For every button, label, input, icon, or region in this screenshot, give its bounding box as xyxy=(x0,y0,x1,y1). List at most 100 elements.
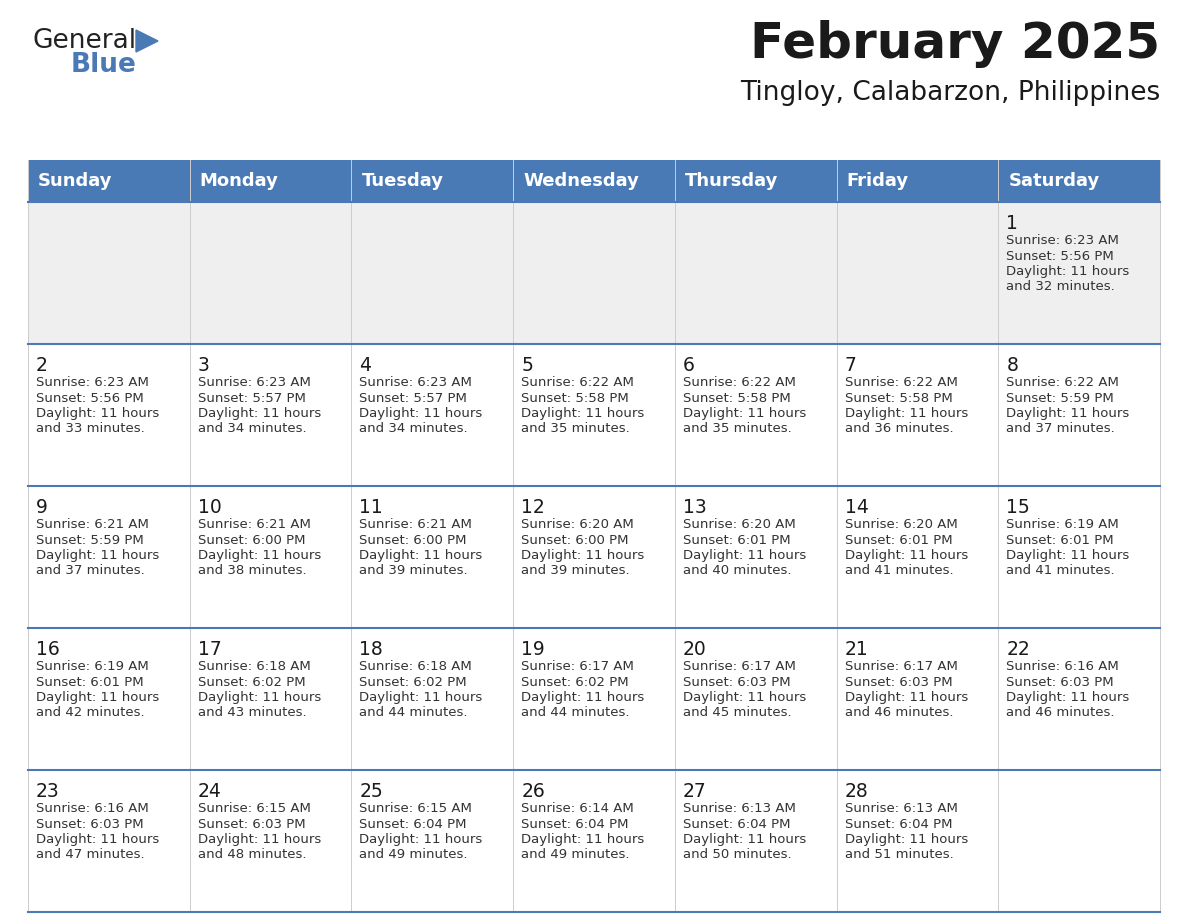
Text: Sunrise: 6:13 AM: Sunrise: 6:13 AM xyxy=(845,802,958,815)
Text: 20: 20 xyxy=(683,640,707,659)
Text: and 39 minutes.: and 39 minutes. xyxy=(360,565,468,577)
Text: Sunset: 5:57 PM: Sunset: 5:57 PM xyxy=(360,391,467,405)
Text: Sunrise: 6:17 AM: Sunrise: 6:17 AM xyxy=(522,660,634,673)
Text: and 33 minutes.: and 33 minutes. xyxy=(36,422,145,435)
Text: 9: 9 xyxy=(36,498,48,517)
Text: and 46 minutes.: and 46 minutes. xyxy=(1006,707,1114,720)
Text: Daylight: 11 hours: Daylight: 11 hours xyxy=(683,833,807,846)
Text: 2: 2 xyxy=(36,356,48,375)
Text: 16: 16 xyxy=(36,640,59,659)
Text: Sunrise: 6:22 AM: Sunrise: 6:22 AM xyxy=(683,376,796,389)
Bar xyxy=(29,202,1159,344)
Text: 8: 8 xyxy=(1006,356,1018,375)
Text: 14: 14 xyxy=(845,498,868,517)
Text: Sunrise: 6:17 AM: Sunrise: 6:17 AM xyxy=(845,660,958,673)
Text: and 44 minutes.: and 44 minutes. xyxy=(360,707,468,720)
Text: and 35 minutes.: and 35 minutes. xyxy=(522,422,630,435)
Text: 12: 12 xyxy=(522,498,545,517)
Text: and 38 minutes.: and 38 minutes. xyxy=(197,565,307,577)
Text: 13: 13 xyxy=(683,498,707,517)
Text: and 43 minutes.: and 43 minutes. xyxy=(197,707,307,720)
Text: Daylight: 11 hours: Daylight: 11 hours xyxy=(197,407,321,420)
Bar xyxy=(190,160,352,202)
Text: Sunrise: 6:20 AM: Sunrise: 6:20 AM xyxy=(683,518,796,531)
Text: Sunrise: 6:21 AM: Sunrise: 6:21 AM xyxy=(197,518,310,531)
Bar xyxy=(675,160,836,202)
Text: Sunrise: 6:17 AM: Sunrise: 6:17 AM xyxy=(683,660,796,673)
Text: Sunset: 6:04 PM: Sunset: 6:04 PM xyxy=(360,818,467,831)
Text: Sunset: 6:01 PM: Sunset: 6:01 PM xyxy=(1006,533,1114,546)
Text: Sunset: 6:03 PM: Sunset: 6:03 PM xyxy=(1006,676,1114,688)
Text: Daylight: 11 hours: Daylight: 11 hours xyxy=(683,549,807,562)
Text: Sunrise: 6:23 AM: Sunrise: 6:23 AM xyxy=(1006,234,1119,247)
Text: 17: 17 xyxy=(197,640,221,659)
Text: 25: 25 xyxy=(360,782,384,801)
Polygon shape xyxy=(135,30,158,52)
Text: Sunset: 6:04 PM: Sunset: 6:04 PM xyxy=(522,818,628,831)
Bar xyxy=(29,344,1159,486)
Text: and 37 minutes.: and 37 minutes. xyxy=(1006,422,1116,435)
Text: Sunrise: 6:22 AM: Sunrise: 6:22 AM xyxy=(1006,376,1119,389)
Text: Friday: Friday xyxy=(847,172,909,190)
Text: Sunrise: 6:23 AM: Sunrise: 6:23 AM xyxy=(36,376,148,389)
Text: Blue: Blue xyxy=(71,52,137,78)
Text: Daylight: 11 hours: Daylight: 11 hours xyxy=(1006,549,1130,562)
Text: Sunset: 6:00 PM: Sunset: 6:00 PM xyxy=(360,533,467,546)
Text: Sunrise: 6:21 AM: Sunrise: 6:21 AM xyxy=(360,518,473,531)
Text: Daylight: 11 hours: Daylight: 11 hours xyxy=(197,833,321,846)
Text: and 34 minutes.: and 34 minutes. xyxy=(360,422,468,435)
Text: Sunset: 5:58 PM: Sunset: 5:58 PM xyxy=(845,391,953,405)
Text: February 2025: February 2025 xyxy=(750,20,1159,68)
Text: 21: 21 xyxy=(845,640,868,659)
Text: Sunrise: 6:19 AM: Sunrise: 6:19 AM xyxy=(1006,518,1119,531)
Text: Sunset: 6:04 PM: Sunset: 6:04 PM xyxy=(683,818,790,831)
Text: 23: 23 xyxy=(36,782,59,801)
Bar xyxy=(29,160,190,202)
Text: Sunrise: 6:16 AM: Sunrise: 6:16 AM xyxy=(1006,660,1119,673)
Text: Daylight: 11 hours: Daylight: 11 hours xyxy=(360,833,482,846)
Text: Sunset: 6:01 PM: Sunset: 6:01 PM xyxy=(36,676,144,688)
Text: and 34 minutes.: and 34 minutes. xyxy=(197,422,307,435)
Text: 15: 15 xyxy=(1006,498,1030,517)
Text: Sunrise: 6:18 AM: Sunrise: 6:18 AM xyxy=(197,660,310,673)
Text: and 32 minutes.: and 32 minutes. xyxy=(1006,281,1116,294)
Text: and 49 minutes.: and 49 minutes. xyxy=(360,848,468,861)
Text: Sunset: 6:02 PM: Sunset: 6:02 PM xyxy=(522,676,628,688)
Bar xyxy=(513,160,675,202)
Text: Sunset: 5:57 PM: Sunset: 5:57 PM xyxy=(197,391,305,405)
Text: 18: 18 xyxy=(360,640,384,659)
Text: 28: 28 xyxy=(845,782,868,801)
Text: Daylight: 11 hours: Daylight: 11 hours xyxy=(360,549,482,562)
Text: Daylight: 11 hours: Daylight: 11 hours xyxy=(845,407,968,420)
Text: Sunset: 5:59 PM: Sunset: 5:59 PM xyxy=(36,533,144,546)
Text: 11: 11 xyxy=(360,498,384,517)
Text: and 41 minutes.: and 41 minutes. xyxy=(845,565,953,577)
Text: 1: 1 xyxy=(1006,214,1018,233)
Bar xyxy=(29,628,1159,770)
Text: Sunset: 6:03 PM: Sunset: 6:03 PM xyxy=(197,818,305,831)
Text: Sunset: 6:02 PM: Sunset: 6:02 PM xyxy=(197,676,305,688)
Text: Sunday: Sunday xyxy=(38,172,113,190)
Text: Daylight: 11 hours: Daylight: 11 hours xyxy=(522,833,644,846)
Text: Daylight: 11 hours: Daylight: 11 hours xyxy=(522,407,644,420)
Text: 7: 7 xyxy=(845,356,857,375)
Text: and 36 minutes.: and 36 minutes. xyxy=(845,422,953,435)
Bar xyxy=(836,160,998,202)
Text: Sunrise: 6:21 AM: Sunrise: 6:21 AM xyxy=(36,518,148,531)
Text: Sunset: 6:03 PM: Sunset: 6:03 PM xyxy=(683,676,790,688)
Text: and 50 minutes.: and 50 minutes. xyxy=(683,848,791,861)
Text: and 48 minutes.: and 48 minutes. xyxy=(197,848,307,861)
Text: Daylight: 11 hours: Daylight: 11 hours xyxy=(36,407,159,420)
Text: 24: 24 xyxy=(197,782,222,801)
Text: Sunset: 6:01 PM: Sunset: 6:01 PM xyxy=(845,533,953,546)
Text: and 46 minutes.: and 46 minutes. xyxy=(845,707,953,720)
Text: Daylight: 11 hours: Daylight: 11 hours xyxy=(1006,691,1130,704)
Text: Daylight: 11 hours: Daylight: 11 hours xyxy=(845,833,968,846)
Text: Saturday: Saturday xyxy=(1009,172,1100,190)
Text: Daylight: 11 hours: Daylight: 11 hours xyxy=(845,549,968,562)
Text: Sunset: 6:01 PM: Sunset: 6:01 PM xyxy=(683,533,790,546)
Text: Wednesday: Wednesday xyxy=(523,172,639,190)
Text: Daylight: 11 hours: Daylight: 11 hours xyxy=(845,691,968,704)
Text: General: General xyxy=(33,28,137,54)
Text: and 49 minutes.: and 49 minutes. xyxy=(522,848,630,861)
